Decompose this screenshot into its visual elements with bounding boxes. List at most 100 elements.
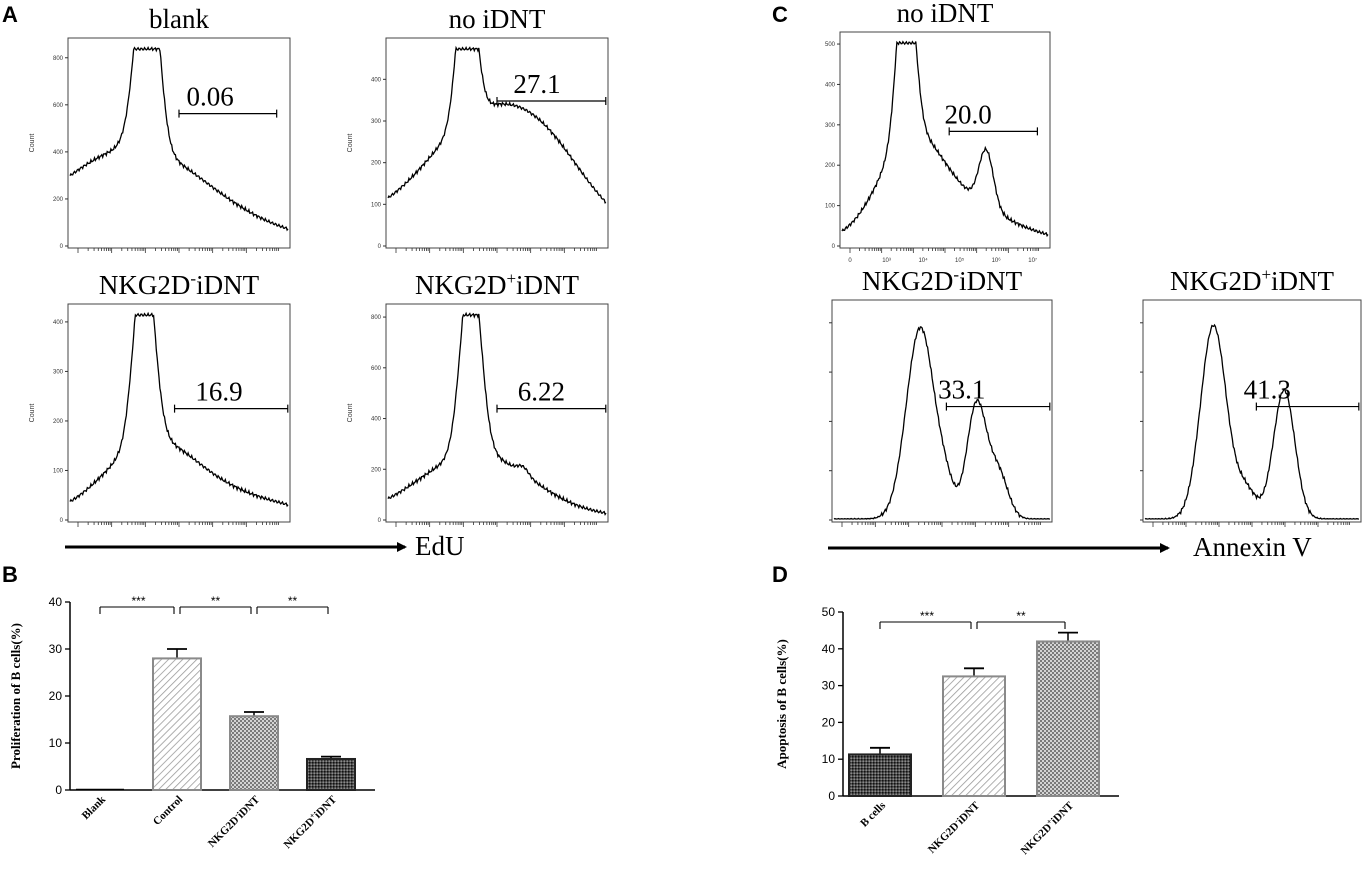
y-tick-label: 0 [832, 244, 836, 250]
histogram-title: no iDNT [897, 0, 994, 28]
histogram-c-nkg2d-pos: NKG2D+iDNT 41.3 [1140, 265, 1362, 527]
title-prefix: NKG2D [862, 266, 954, 296]
y-tick-label: 600 [371, 366, 382, 372]
gate-percentage: 27.1 [513, 69, 560, 99]
significance-label: ** [211, 594, 221, 608]
histogram-title: NKG2D+iDNT [1170, 265, 1335, 296]
histogram-title: NKG2D+iDNT [415, 269, 580, 300]
plot-frame [385, 303, 609, 523]
y-tick-label: 30 [822, 679, 836, 693]
y-tick-label: 20 [49, 689, 63, 703]
gate-percentage: 0.06 [186, 82, 233, 112]
y-tick-label: 40 [49, 595, 63, 609]
gate-percentage: 16.9 [195, 377, 242, 407]
category-suffix: iDNT [235, 793, 263, 821]
panel-label-a: A [2, 2, 18, 27]
category-label: Control [151, 794, 185, 828]
title-superscript: - [190, 269, 196, 288]
bar [306, 757, 356, 791]
bar [848, 753, 912, 798]
y-tick-label: 200 [825, 163, 836, 169]
y-tick-label: 10 [822, 752, 836, 766]
title-text: no iDNT [449, 4, 546, 34]
gate-percentage: 33.1 [938, 375, 985, 405]
panel-label-d: D [772, 562, 788, 587]
x-tick-label: 10⁶ [992, 257, 1002, 264]
histogram-curve [841, 40, 1049, 238]
category-label: NKG2D-iDNT [205, 792, 263, 850]
category-label: Blank [80, 793, 109, 822]
title-superscript: + [1261, 265, 1271, 284]
bar [1036, 640, 1100, 797]
y-tick-label: 0 [828, 789, 835, 803]
y-tick-label: 50 [822, 605, 836, 619]
panel-label-b: B [2, 562, 18, 587]
histogram-c-no-idnt: no iDNT 0 100 200 300 400 500 0 10³ 10⁴ 10⁵ 10⁶ 10⁷ 2… [825, 0, 1051, 264]
y-tick-label: 300 [825, 123, 836, 129]
y-tick-label: 400 [53, 320, 64, 326]
histogram-title: no iDNT [449, 4, 546, 34]
histogram-curve [69, 311, 289, 508]
bar [229, 715, 279, 792]
x-tick-label: 10³ [882, 258, 891, 264]
y-tick-label: 300 [371, 119, 382, 125]
y-tick-label: 200 [53, 197, 64, 203]
y-tick-label: 400 [371, 77, 382, 83]
y-tick-label: 40 [822, 642, 836, 656]
category-label: NKG2D-iDNT [925, 798, 983, 856]
y-tick-label: 800 [53, 56, 64, 62]
plot-frame [67, 303, 291, 523]
y-axis-label: Apoptosis of B cells(%) [774, 639, 789, 769]
y-tick-label: 200 [371, 161, 382, 167]
y-tick-label: 100 [371, 202, 382, 208]
significance-label: *** [131, 594, 145, 608]
histogram-a-nkg2d-neg: NKG2D-iDNT 0 100 200 300 400 Count 16.9 [29, 269, 291, 527]
gate-percentage: 41.3 [1244, 375, 1291, 405]
category-suffix: iDNT [955, 799, 983, 827]
category-prefix: B cells [858, 799, 888, 829]
annexin-axis-label: Annexin V [1193, 532, 1312, 562]
y-tick-label: 20 [822, 715, 836, 729]
y-tick-label: 0 [378, 244, 382, 250]
bar-chart-b: 0 10 20 30 40 Proliferation of B cells(%) Blan… [8, 594, 375, 851]
histogram-c-nkg2d-neg: NKG2D-iDNT 33.1 [829, 265, 1053, 527]
title-superscript: + [506, 269, 516, 288]
y-tick-label: 200 [53, 419, 64, 425]
y-tick-label: 400 [825, 82, 836, 88]
title-prefix: NKG2D [99, 270, 191, 300]
x-tick-label: 10⁵ [955, 257, 965, 264]
histogram-a-blank: blank 0 200 400 600 800 Count 0.06 [29, 4, 291, 253]
title-prefix: NKG2D [1170, 266, 1262, 296]
category-superscript: - [952, 817, 960, 825]
category-prefix: Control [151, 794, 185, 828]
histogram-title: NKG2D-iDNT [862, 265, 1023, 296]
category-prefix: NKG2D [1019, 821, 1055, 857]
y-tick-label: 400 [53, 150, 64, 156]
count-axis-label: Count [29, 134, 36, 153]
y-tick-label: 30 [49, 642, 63, 656]
significance-label: ** [288, 594, 298, 608]
category-superscript: - [232, 811, 240, 819]
category-prefix: NKG2D [926, 820, 962, 856]
x-tick-label: 10⁷ [1028, 257, 1037, 264]
plot-frame [839, 31, 1051, 249]
y-tick-label: 100 [53, 468, 64, 474]
title-text: no iDNT [897, 0, 994, 28]
gate-percentage: 6.22 [518, 377, 565, 407]
plot-frame [831, 299, 1053, 523]
histogram-curve [387, 45, 607, 204]
plot-frame [385, 37, 609, 249]
y-tick-label: 0 [55, 783, 62, 797]
histogram-curve [1144, 323, 1359, 520]
count-axis-label: Count [29, 404, 36, 423]
significance-label: *** [920, 609, 934, 623]
histogram-curve [387, 311, 607, 516]
histogram-title: NKG2D-iDNT [99, 269, 260, 300]
category-superscript: + [307, 810, 317, 820]
count-axis-label: Count [347, 134, 354, 153]
y-tick-label: 0 [60, 518, 64, 524]
count-axis-label: Count [347, 404, 354, 423]
title-text: blank [149, 4, 209, 34]
category-label: NKG2D+iDNT [280, 792, 339, 851]
